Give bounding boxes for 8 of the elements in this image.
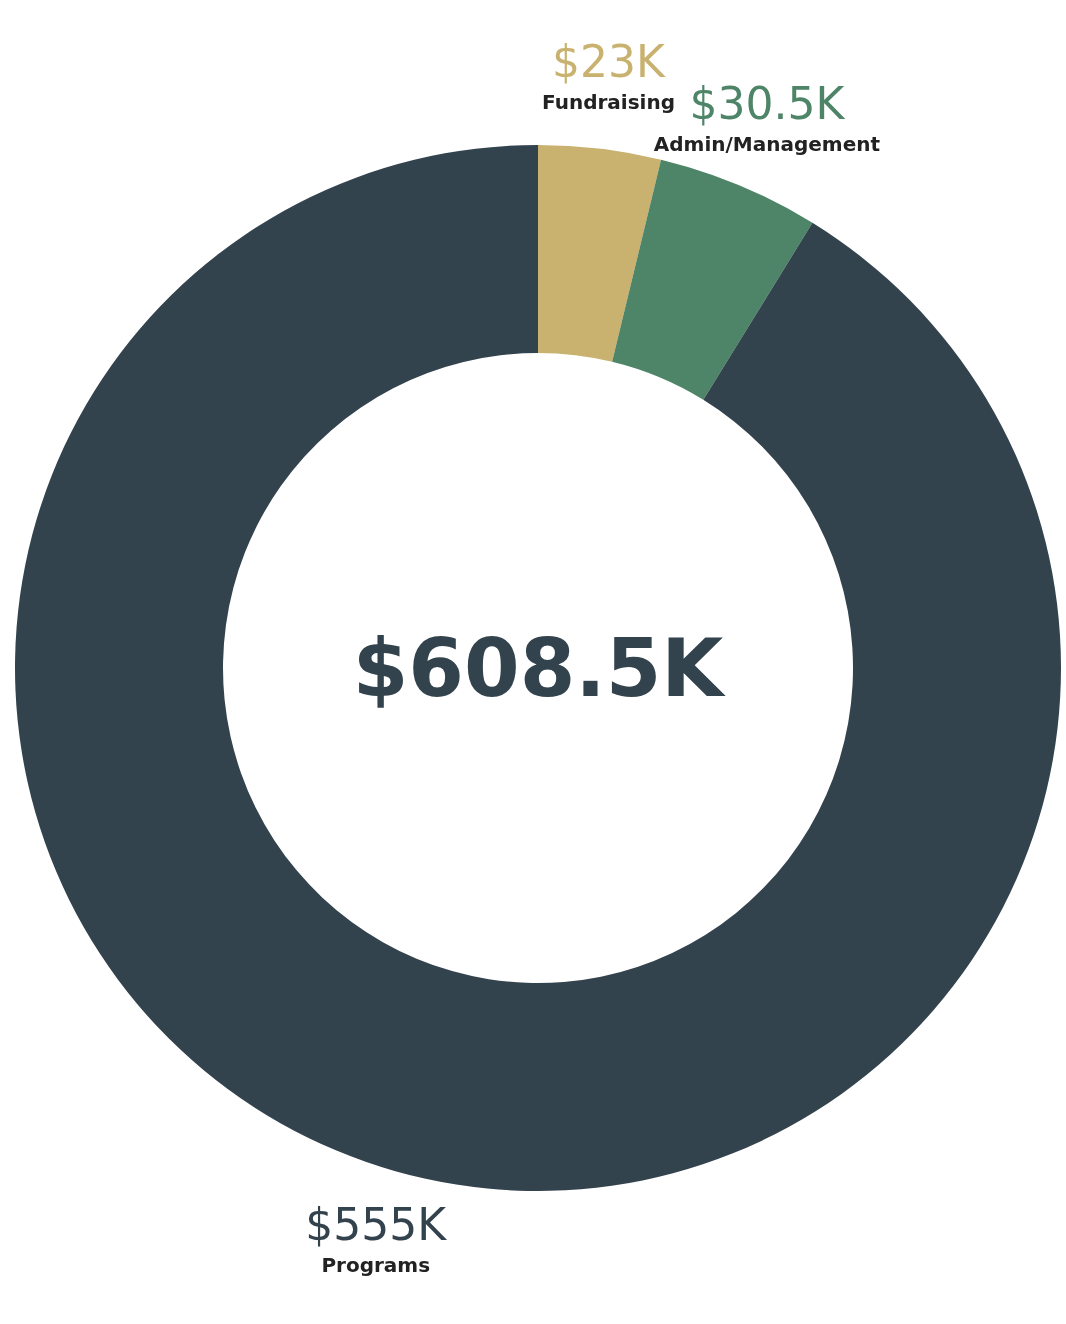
slice-label: Admin/Management bbox=[653, 131, 881, 156]
slice-label: Programs bbox=[321, 1253, 431, 1278]
data-label: $555K bbox=[305, 1199, 448, 1251]
slice-label: Fundraising bbox=[541, 90, 675, 115]
donut-slice bbox=[612, 159, 813, 400]
data-label: $23K bbox=[552, 36, 667, 88]
data-label: $30.5K bbox=[689, 77, 846, 129]
text: $608.5K bbox=[352, 622, 727, 715]
